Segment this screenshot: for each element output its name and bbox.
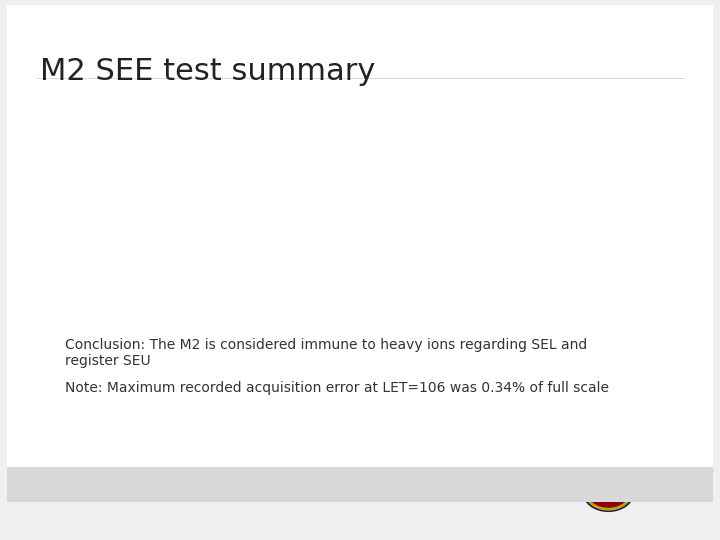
Text: SAAB: SAAB bbox=[633, 479, 692, 498]
Text: SAAB SPACE: SAAB SPACE bbox=[54, 488, 123, 498]
Text: register SEU: register SEU bbox=[65, 354, 150, 368]
Text: Note: Maximum recorded acquisition error at LET=106 was 0.34% of full scale: Note: Maximum recorded acquisition error… bbox=[65, 381, 609, 395]
Text: 20: 20 bbox=[29, 488, 43, 498]
Circle shape bbox=[588, 477, 629, 508]
Circle shape bbox=[583, 474, 634, 511]
Text: Conclusion: The M2 is considered immune to heavy ions regarding SEL and: Conclusion: The M2 is considered immune … bbox=[65, 338, 587, 352]
Text: M2 SEE test summary: M2 SEE test summary bbox=[40, 57, 375, 86]
